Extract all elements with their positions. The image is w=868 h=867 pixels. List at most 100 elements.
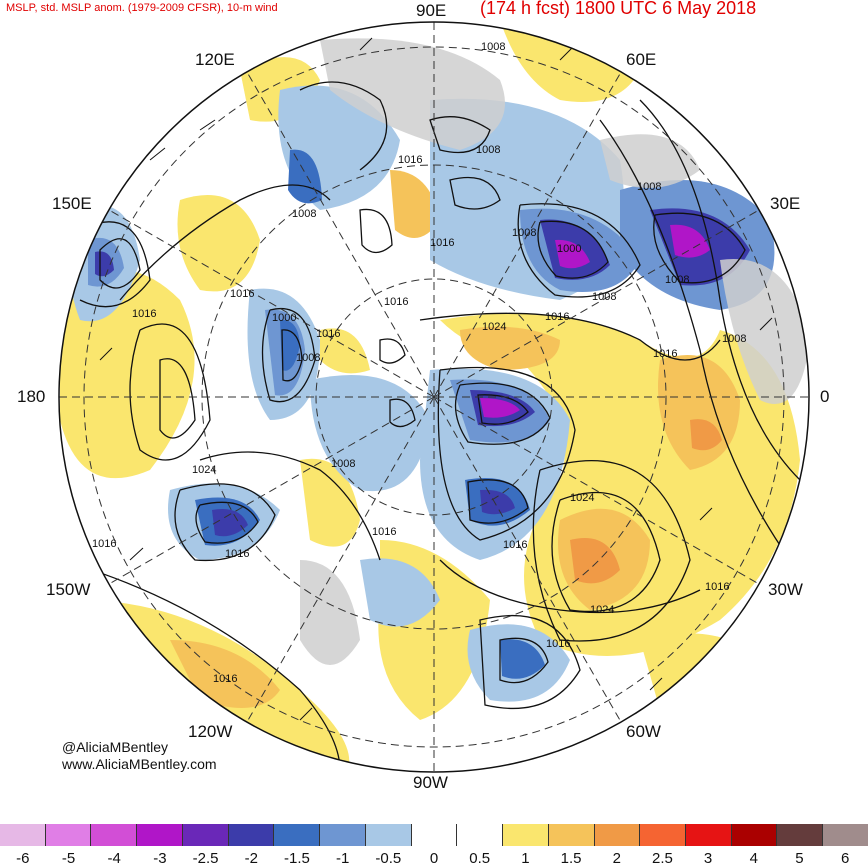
wind-barb bbox=[149, 147, 166, 161]
isobar-label: 1016 bbox=[213, 673, 237, 685]
colorbar-swatch bbox=[273, 824, 320, 846]
lon-label-90e: 90E bbox=[416, 1, 447, 20]
colorbar-swatch bbox=[44, 824, 91, 846]
colorbar-tick-label: -2.5 bbox=[192, 850, 219, 867]
isobar-label: 1016 bbox=[398, 154, 422, 166]
positive-anomaly-region bbox=[300, 458, 360, 547]
wind-barb bbox=[99, 347, 113, 361]
isobar-label: 1016 bbox=[546, 638, 570, 650]
isobar-label: 1008 bbox=[512, 227, 536, 239]
isobar bbox=[653, 212, 746, 284]
lon-label-120e: 120E bbox=[195, 50, 235, 69]
isobar-label: 1008 bbox=[722, 333, 746, 345]
isobar-label: 1016 bbox=[92, 538, 116, 550]
colorbar-tick-label: -5 bbox=[61, 850, 76, 867]
isobar-label: 1016 bbox=[132, 308, 156, 320]
negative-anomaly-region bbox=[212, 509, 248, 537]
colorbar-swatch bbox=[0, 824, 45, 846]
positive-anomaly-region bbox=[570, 538, 620, 584]
isobar bbox=[467, 479, 529, 524]
isobar bbox=[359, 208, 393, 254]
colorbar-swatch bbox=[364, 824, 411, 846]
isobar bbox=[437, 366, 576, 541]
meridian bbox=[108, 209, 435, 398]
isobar-label: 1024 bbox=[192, 464, 216, 476]
positive-anomaly-region bbox=[690, 419, 722, 451]
wind-barb bbox=[559, 47, 573, 61]
isobar bbox=[129, 323, 211, 461]
colorbar-swatch bbox=[319, 824, 365, 846]
isobar-label: 1016 bbox=[705, 581, 729, 593]
colorbar-swatch bbox=[502, 824, 548, 846]
isobar bbox=[532, 459, 691, 642]
polar-map: 1008 1016 1008 1008 1000 1008 1016 1008 … bbox=[58, 21, 810, 773]
colorbar-swatch bbox=[547, 824, 594, 846]
latitude-circle bbox=[83, 46, 785, 748]
land-region bbox=[720, 259, 809, 404]
isobar-label: 1008 bbox=[292, 208, 316, 220]
colorbar-tick-label: -2 bbox=[244, 850, 258, 867]
colorbar-swatch bbox=[593, 824, 640, 846]
colorbar-tick-label: 0 bbox=[429, 850, 439, 867]
isobar bbox=[537, 220, 609, 279]
isobar-label: 1024 bbox=[570, 492, 594, 504]
lon-label-30e: 30E bbox=[770, 194, 801, 213]
colorbar-tick-label: 2 bbox=[612, 850, 621, 867]
colorbar-tick-label: -1.5 bbox=[284, 850, 310, 867]
colorbar-swatch bbox=[776, 824, 823, 846]
positive-anomaly-region bbox=[500, 22, 640, 102]
positive-anomaly-region bbox=[640, 633, 760, 712]
isobar-label: 1008 bbox=[637, 181, 661, 193]
colorbar-tick-label: -6 bbox=[16, 850, 30, 867]
isobar bbox=[599, 119, 791, 561]
isobar bbox=[439, 559, 701, 614]
negative-anomaly-region bbox=[500, 639, 545, 679]
meridian bbox=[433, 209, 760, 398]
land-region bbox=[320, 38, 505, 151]
colorbar-swatch bbox=[456, 824, 503, 846]
colorbar-tick-label: -0.5 bbox=[375, 850, 402, 867]
isobar-label: 1016 bbox=[372, 526, 396, 538]
isobar-label: 1008 bbox=[481, 41, 505, 53]
isobar bbox=[477, 394, 529, 425]
colorbar-swatch bbox=[136, 824, 182, 846]
negative-anomaly-region bbox=[480, 398, 520, 418]
isobar-label: 1008 bbox=[296, 352, 320, 364]
colorbar-swatch bbox=[90, 824, 137, 846]
isobar-label: 1016 bbox=[430, 237, 454, 249]
isobar bbox=[299, 81, 388, 171]
lon-label-120w: 120W bbox=[188, 722, 233, 741]
isobar-label: 1008 bbox=[331, 458, 355, 470]
colorbar-tick-label: 0.5 bbox=[469, 850, 491, 867]
positive-anomaly-region bbox=[320, 328, 370, 374]
forecast-time-title: (174 h fcst) 1800 UTC 6 May 2018 bbox=[480, 0, 757, 18]
isobar bbox=[159, 358, 196, 439]
isobar-label: 1016 bbox=[384, 296, 408, 308]
colorbar-tick-label: 1 bbox=[521, 850, 530, 867]
colorbar-tick-label: 6 bbox=[840, 850, 850, 867]
lon-label-180: 180 bbox=[17, 387, 46, 406]
colorbar-swatches bbox=[0, 824, 868, 846]
isobar bbox=[99, 238, 141, 289]
colorbar-swatch bbox=[410, 824, 457, 846]
negative-anomaly-region bbox=[288, 149, 322, 204]
lon-label-30w: 30W bbox=[768, 580, 803, 599]
colorbar-swatch bbox=[685, 824, 731, 846]
isobar bbox=[429, 116, 491, 154]
colorbar-swatch bbox=[822, 824, 868, 846]
isobar bbox=[119, 184, 331, 301]
meridian bbox=[108, 396, 435, 585]
isobar bbox=[517, 203, 641, 298]
isobar-label: 1008 bbox=[592, 291, 616, 303]
isobar bbox=[449, 176, 501, 210]
isobar bbox=[261, 308, 316, 403]
lon-label-0: 0 bbox=[820, 387, 830, 406]
isobar bbox=[551, 491, 661, 613]
negative-anomaly-region bbox=[480, 489, 515, 515]
wind-barb bbox=[359, 37, 373, 51]
colorbar-tick-label: 4 bbox=[749, 850, 758, 867]
isobar-label: 1008 bbox=[476, 144, 500, 156]
colorbar-swatch bbox=[730, 824, 777, 846]
isobar-label: 1016 bbox=[653, 348, 677, 360]
colorbar-tick-label: -3 bbox=[153, 850, 167, 867]
